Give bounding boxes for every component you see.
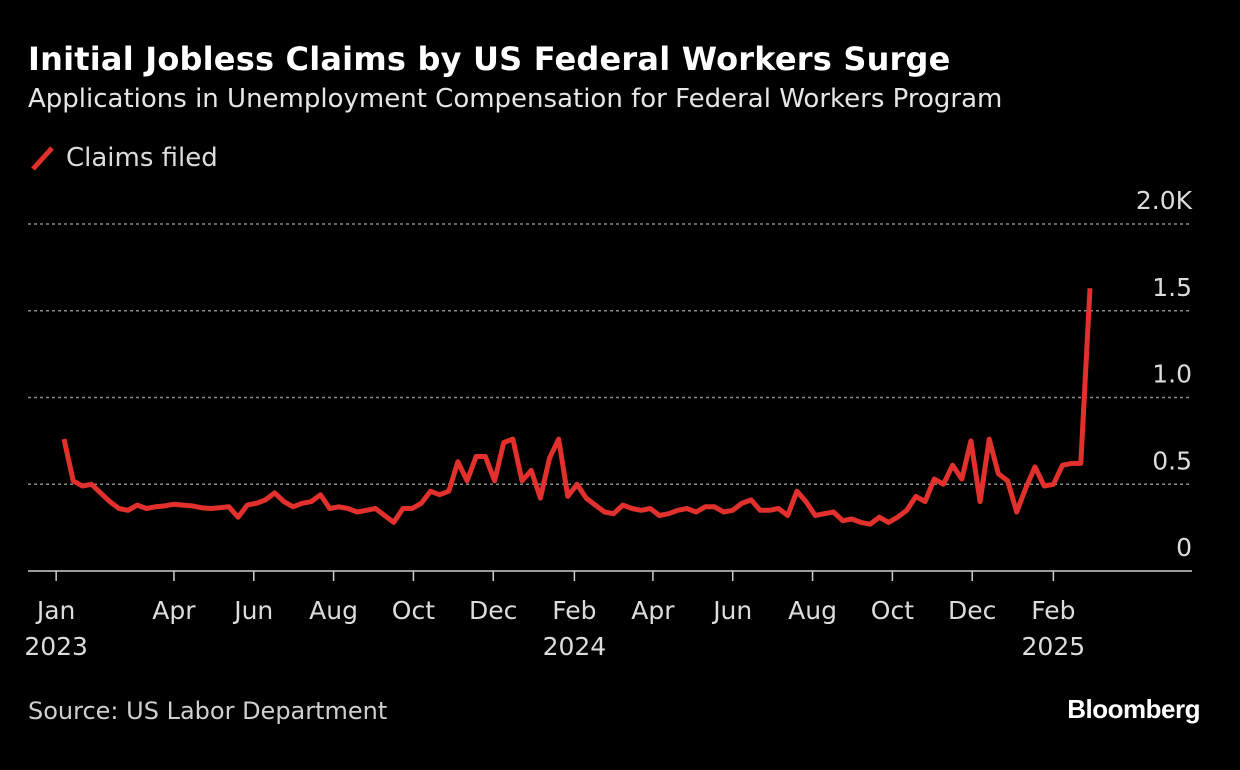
x-tick-label: Feb: [1031, 596, 1075, 625]
x-tick-label: Oct: [392, 596, 435, 625]
x-tick-label: Jun: [232, 596, 273, 625]
x-tick-label: Jan: [35, 596, 76, 625]
x-tick-label: Apr: [631, 596, 675, 625]
y-tick-label: 0: [1176, 533, 1192, 562]
y-axis-ticks: 0 0.5 1.0 1.5 2.0K: [1136, 186, 1193, 562]
x-tick-label: Aug: [788, 596, 837, 625]
legend-label: Claims filed: [66, 143, 218, 173]
series-line-claims-filed: [61, 288, 1093, 527]
x-tick-year-label: 2023: [24, 632, 88, 661]
legend: Claims filed: [30, 140, 218, 176]
y-tick-label: 1.5: [1152, 273, 1192, 302]
legend-swatch-icon: [31, 146, 54, 171]
chart-subtitle: Applications in Unemployment Compensatio…: [28, 84, 1003, 114]
x-tick-label: Jun: [711, 596, 752, 625]
y-tick-label: 0.5: [1152, 446, 1192, 475]
x-tick-label: Apr: [152, 596, 196, 625]
series-layer: [61, 288, 1093, 527]
x-tick-label: Dec: [469, 596, 517, 625]
x-tick-year-label: 2025: [1022, 632, 1086, 661]
x-tick-label: Feb: [552, 596, 596, 625]
chart-title: Initial Jobless Claims by US Federal Wor…: [28, 40, 951, 78]
x-tick-label: Oct: [871, 596, 914, 625]
gridlines: [28, 223, 1192, 485]
x-tick-year-label: 2024: [543, 632, 607, 661]
y-tick-label: 1.0: [1152, 360, 1192, 389]
x-tick-label: Aug: [309, 596, 358, 625]
source-note: Source: US Labor Department: [28, 697, 388, 725]
x-axis-ticks: Jan 2023 Apr Jun Aug Oct Dec Feb 2024 Apr Jun Aug Oc…: [24, 571, 1085, 661]
y-tick-label: 2.0K: [1136, 186, 1193, 215]
x-tick-label: Dec: [948, 596, 996, 625]
bloomberg-logo: Bloomberg: [1067, 694, 1200, 724]
